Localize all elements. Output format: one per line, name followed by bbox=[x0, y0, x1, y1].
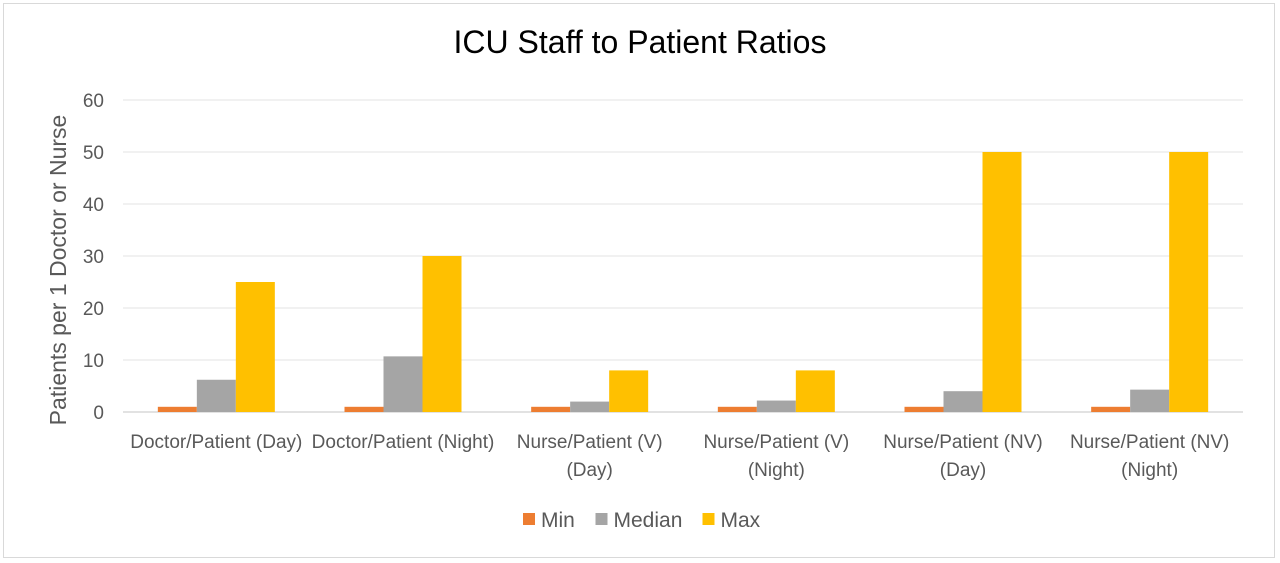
x-category-label: Nurse/Patient (V) bbox=[703, 432, 849, 453]
bar-min bbox=[531, 406, 571, 412]
bar-median bbox=[943, 391, 983, 412]
x-category-label: (Day) bbox=[566, 460, 612, 481]
bar-max bbox=[609, 370, 649, 412]
bar-max bbox=[982, 152, 1022, 412]
chart-title: ICU Staff to Patient Ratios bbox=[453, 24, 827, 60]
y-tick-label: 0 bbox=[93, 403, 104, 424]
y-tick-label: 40 bbox=[83, 195, 104, 216]
x-category-label: Nurse/Patient (NV) bbox=[1070, 432, 1229, 453]
x-category-label: Nurse/Patient (V) bbox=[517, 432, 663, 453]
y-tick-label: 50 bbox=[83, 143, 104, 164]
bar-median bbox=[1130, 389, 1170, 412]
bar-min bbox=[344, 406, 384, 412]
y-tick-label: 10 bbox=[83, 351, 104, 372]
bar-min bbox=[904, 406, 944, 412]
bar-max bbox=[422, 256, 462, 412]
bar-max bbox=[235, 282, 275, 412]
bar-max bbox=[795, 370, 835, 412]
bar-min bbox=[1091, 406, 1131, 412]
bars bbox=[157, 152, 1209, 412]
x-category-label: Doctor/Patient (Night) bbox=[312, 432, 495, 453]
bar-median bbox=[570, 401, 610, 412]
y-axis-ticks: 0 10 20 30 40 50 60 bbox=[83, 91, 104, 424]
bar-median bbox=[383, 356, 423, 412]
bar-median bbox=[756, 400, 796, 412]
bar-max bbox=[1169, 152, 1209, 412]
y-tick-label: 60 bbox=[83, 91, 104, 112]
bar-median bbox=[196, 379, 236, 412]
legend-label-max: Max bbox=[721, 509, 761, 532]
legend-swatch-median bbox=[595, 513, 608, 525]
legend-label-median: Median bbox=[614, 509, 683, 532]
legend-swatch-min bbox=[523, 513, 535, 525]
y-tick-label: 20 bbox=[83, 299, 104, 320]
x-axis-categories: Doctor/Patient (Day) Doctor/Patient (Nigh… bbox=[130, 432, 1229, 481]
x-category-label: Doctor/Patient (Day) bbox=[130, 432, 302, 453]
legend-swatch-max bbox=[702, 513, 715, 525]
y-axis-label: Patients per 1 Doctor or Nurse bbox=[45, 115, 71, 426]
bar-min bbox=[157, 406, 197, 412]
gridlines bbox=[123, 99, 1243, 413]
y-tick-label: 30 bbox=[83, 247, 104, 268]
legend-label-min: Min bbox=[541, 509, 575, 532]
x-category-label: (Night) bbox=[748, 460, 805, 481]
legend: Min Median Max bbox=[523, 509, 761, 532]
x-category-label: (Day) bbox=[940, 460, 986, 481]
chart-frame bbox=[3, 3, 1275, 558]
x-category-label: Nurse/Patient (NV) bbox=[883, 432, 1042, 453]
bar-min bbox=[717, 406, 757, 412]
x-category-label: (Night) bbox=[1121, 460, 1178, 481]
